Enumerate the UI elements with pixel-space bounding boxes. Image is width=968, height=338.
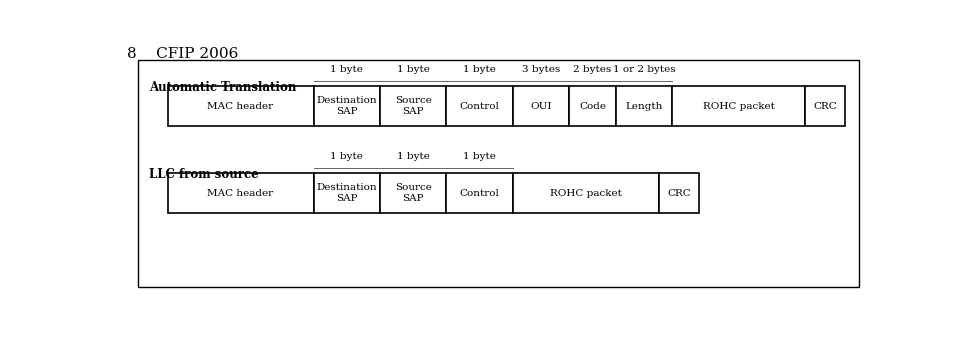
- Text: Destination
SAP: Destination SAP: [317, 96, 378, 116]
- Text: LLC from source: LLC from source: [149, 168, 258, 182]
- Bar: [616, 86, 672, 126]
- Text: 3 bytes: 3 bytes: [522, 65, 560, 74]
- Text: Control: Control: [460, 101, 499, 111]
- Bar: [513, 173, 659, 213]
- Text: Source
SAP: Source SAP: [395, 96, 432, 116]
- Text: 2 bytes: 2 bytes: [573, 65, 612, 74]
- Bar: [659, 173, 699, 213]
- Text: 1 byte: 1 byte: [397, 151, 430, 161]
- Bar: [380, 86, 446, 126]
- Bar: [569, 86, 616, 126]
- Text: MAC header: MAC header: [207, 189, 274, 197]
- Text: Destination
SAP: Destination SAP: [317, 183, 378, 203]
- Bar: [314, 173, 380, 213]
- Text: 1 or 2 bytes: 1 or 2 bytes: [613, 65, 676, 74]
- Bar: [672, 86, 805, 126]
- Text: Control: Control: [460, 189, 499, 197]
- Text: CRC: CRC: [813, 101, 836, 111]
- Text: 1 byte: 1 byte: [330, 151, 363, 161]
- Text: Length: Length: [625, 101, 663, 111]
- Text: 1 byte: 1 byte: [397, 65, 430, 74]
- Text: 1 byte: 1 byte: [463, 151, 496, 161]
- Bar: [314, 86, 380, 126]
- Text: CRC: CRC: [667, 189, 691, 197]
- Text: 1 byte: 1 byte: [330, 65, 363, 74]
- Text: ROHC packet: ROHC packet: [550, 189, 621, 197]
- Text: 1 byte: 1 byte: [463, 65, 496, 74]
- Text: ROHC packet: ROHC packet: [703, 101, 774, 111]
- Bar: [805, 86, 845, 126]
- Text: Automatic Translation: Automatic Translation: [149, 81, 296, 94]
- Bar: [446, 86, 513, 126]
- Bar: [167, 173, 314, 213]
- Text: OUI: OUI: [530, 101, 552, 111]
- Bar: [380, 173, 446, 213]
- Text: Source
SAP: Source SAP: [395, 183, 432, 203]
- Text: MAC header: MAC header: [207, 101, 274, 111]
- Text: Code: Code: [579, 101, 606, 111]
- Bar: [513, 86, 569, 126]
- Bar: [446, 173, 513, 213]
- Bar: [138, 60, 859, 287]
- Bar: [167, 86, 314, 126]
- Text: 8    CFIP 2006: 8 CFIP 2006: [127, 47, 238, 61]
